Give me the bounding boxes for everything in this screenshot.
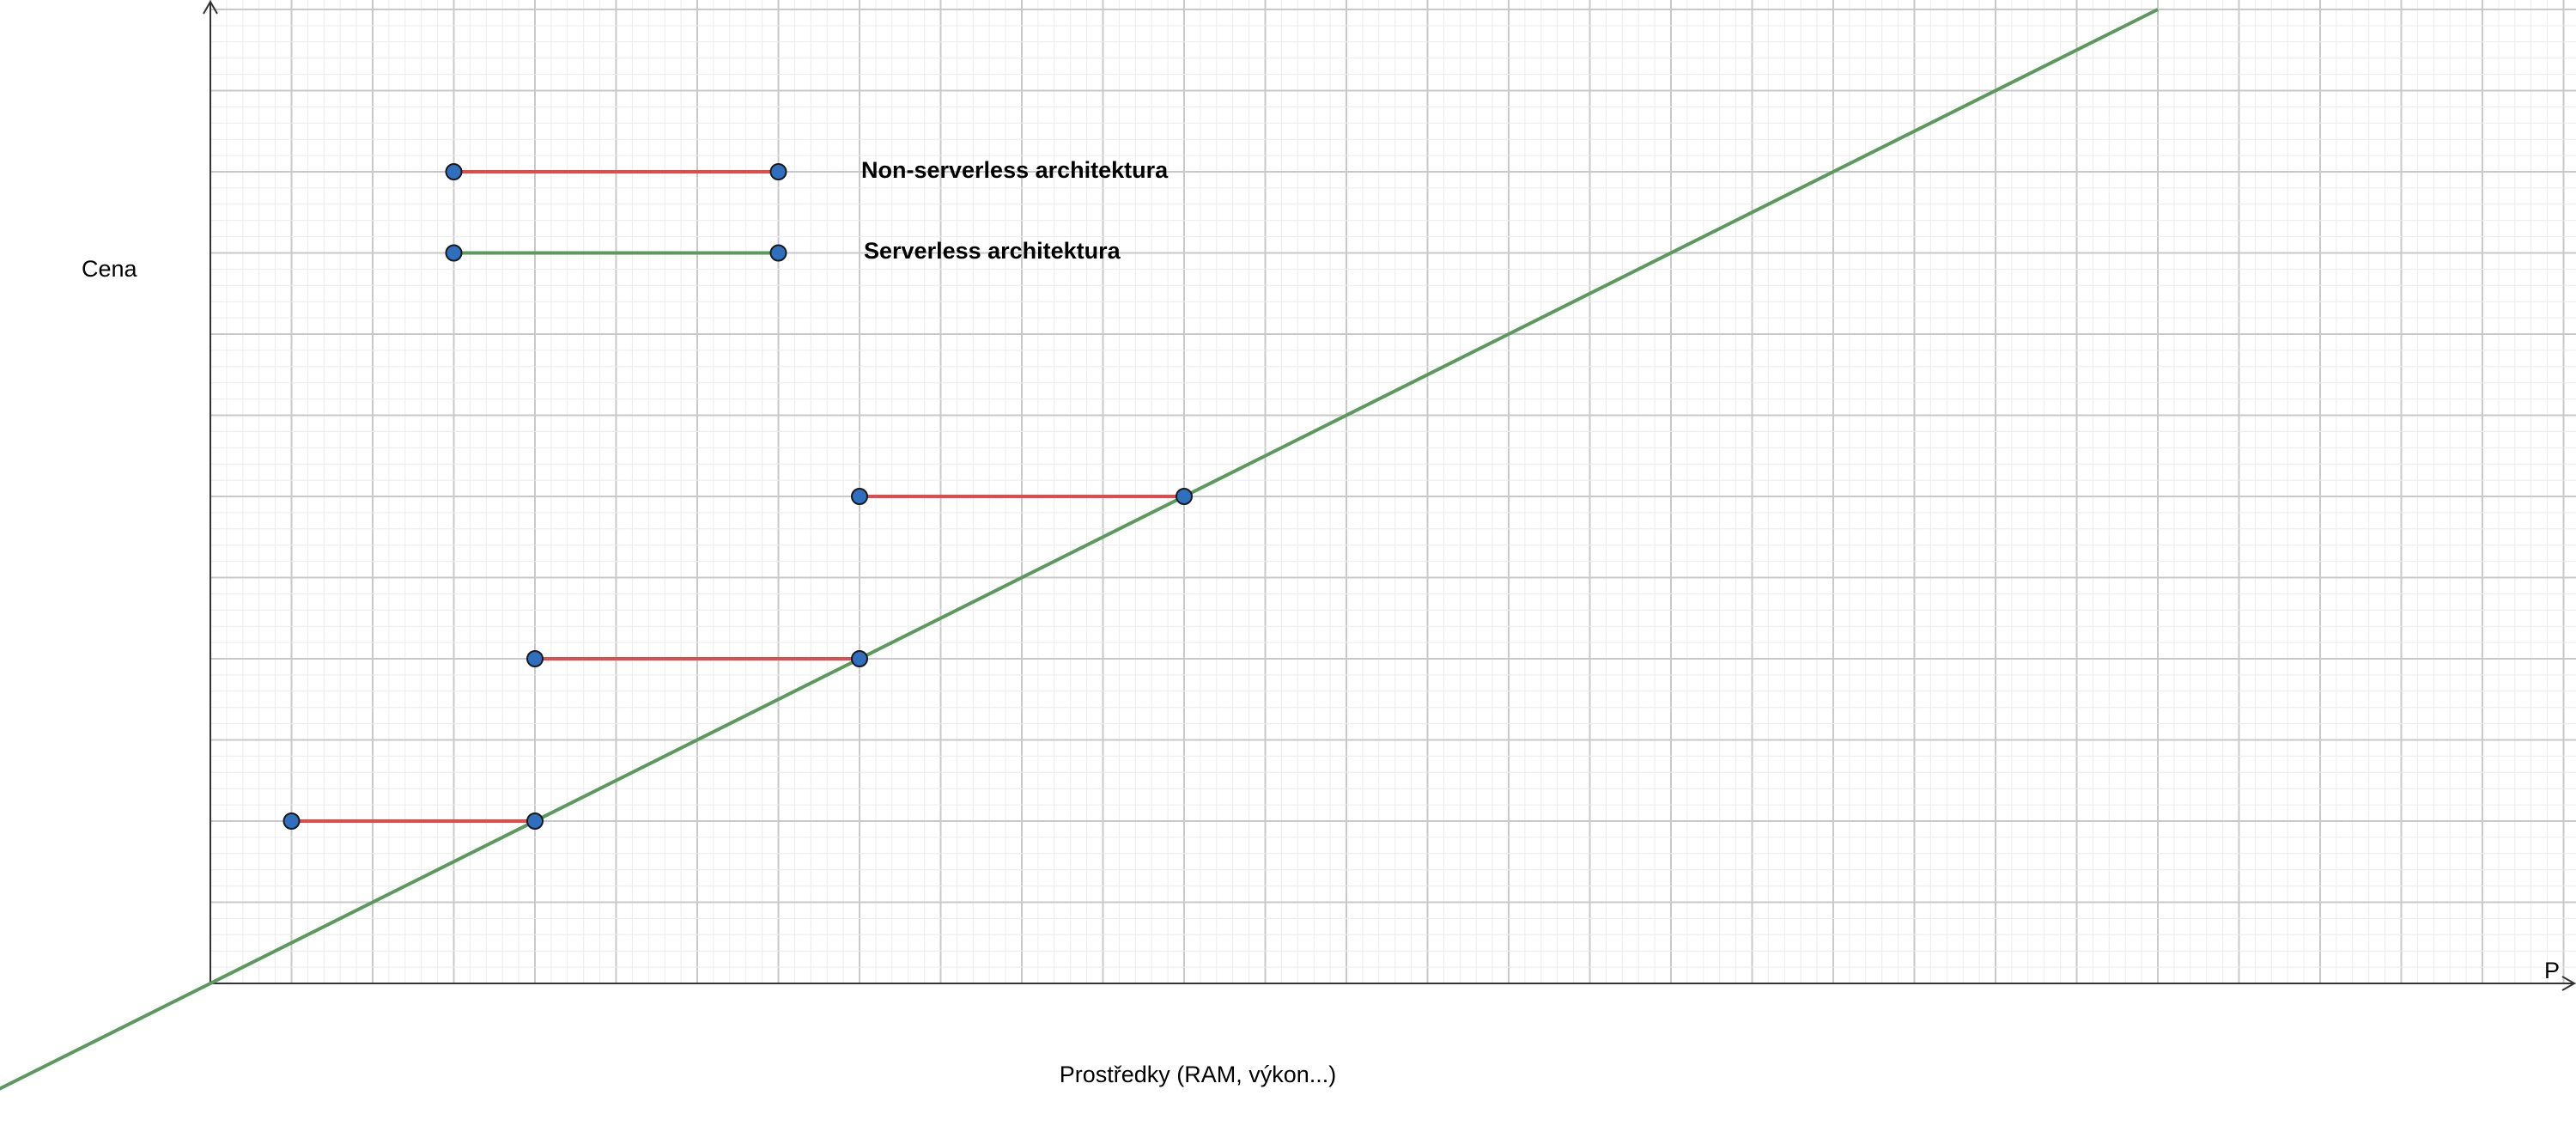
x-axis-label: Prostředky (RAM, výkon...) [1060,1062,1337,1087]
data-point [445,244,463,262]
data-point [526,650,544,667]
legend-label-nonserverless: Non-serverless architektura [861,157,1169,183]
chart-marks [0,8,2159,1091]
data-point [769,244,787,262]
legend-label-serverless: Serverless architektura [864,238,1121,264]
x-axis-arrow [2561,976,2576,991]
data-point [283,812,301,830]
data-point [445,163,463,180]
data-point [1176,488,1193,505]
serverless-line-0 [0,8,2159,1091]
data-point [769,163,787,180]
data-point [851,650,868,667]
chart-grid [210,0,2576,984]
chart-labels: Cena Prostředky (RAM, výkon...) P Non-se… [82,157,2560,1087]
data-point [526,812,544,830]
y-axis-label: Cena [82,256,138,282]
chart-axes [203,0,2576,991]
y-axis-arrow [203,0,218,15]
x-axis-end-label: P [2544,958,2560,983]
data-point [851,488,868,505]
